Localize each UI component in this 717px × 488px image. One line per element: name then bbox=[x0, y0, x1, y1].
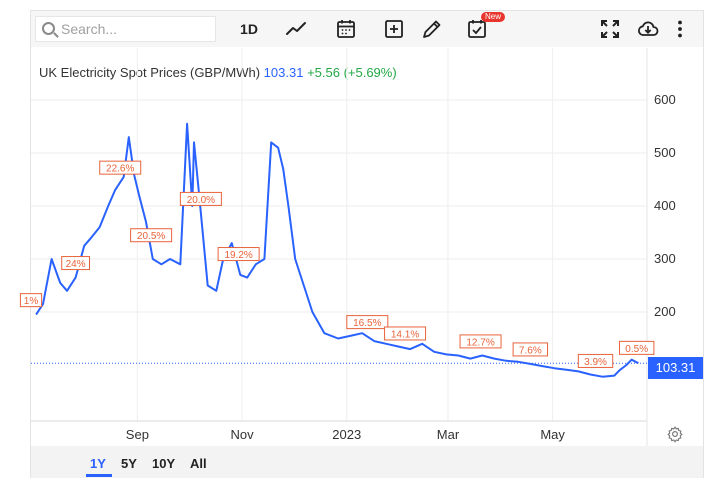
new-badge: New bbox=[481, 12, 506, 22]
symbol-search[interactable] bbox=[35, 16, 216, 42]
annotation-label-box bbox=[619, 340, 655, 355]
annotation-label: 3.9% bbox=[584, 357, 607, 368]
last-price-tag: 103.31 bbox=[648, 357, 703, 379]
annotation-label-box bbox=[179, 191, 222, 206]
x-tick-label: May bbox=[540, 427, 565, 442]
annotation-label: 19.2% bbox=[224, 250, 252, 261]
annotation-label-box bbox=[99, 160, 142, 175]
x-tick-label: Nov bbox=[230, 427, 254, 442]
range-all-button[interactable]: All bbox=[190, 456, 207, 471]
more-vertical-icon[interactable] bbox=[668, 17, 692, 41]
y-tick-label: 400 bbox=[654, 198, 676, 213]
annotation-label: 1% bbox=[24, 296, 39, 307]
fullscreen-icon[interactable] bbox=[598, 17, 622, 41]
annotation-label: 12.7% bbox=[466, 337, 494, 348]
interval-button[interactable]: 1D bbox=[240, 21, 258, 37]
annotation-label-box bbox=[459, 334, 502, 349]
range-5y-button[interactable]: 5Y bbox=[121, 456, 137, 471]
x-tick-label: Sep bbox=[125, 427, 149, 442]
annotation-label-box bbox=[130, 228, 173, 243]
draw-pencil-icon[interactable] bbox=[420, 17, 444, 41]
annotation-label-box bbox=[384, 326, 427, 341]
annotation-label-box bbox=[346, 315, 389, 330]
annotation-label-box bbox=[217, 247, 260, 262]
annotation-label: 7.6% bbox=[519, 345, 542, 356]
annotation-label-box bbox=[19, 293, 43, 308]
price-change: +5.56 (+5.69%) bbox=[307, 65, 397, 80]
chart-title: UK Electricity Spot Prices (GBP/MWh) 103… bbox=[39, 65, 397, 80]
x-tick-label: Mar bbox=[436, 427, 460, 442]
annotation-label: 16.5% bbox=[353, 318, 381, 329]
annotation-label: 22.6% bbox=[106, 164, 134, 175]
y-tick-label: 500 bbox=[654, 145, 676, 160]
watchlist-check-icon[interactable] bbox=[465, 17, 489, 41]
annotation-label-box bbox=[61, 256, 91, 271]
y-tick-label: 200 bbox=[654, 304, 676, 319]
y-tick-label: 300 bbox=[654, 251, 676, 266]
annotation-label: 20.0% bbox=[187, 195, 215, 206]
range-10y-button[interactable]: 10Y bbox=[152, 456, 176, 471]
annotation-label-box bbox=[512, 342, 549, 357]
annotation-label: 20.5% bbox=[137, 231, 165, 242]
line-chart-icon[interactable] bbox=[284, 17, 308, 41]
chart-widget-frame bbox=[30, 10, 704, 478]
range-selected-indicator bbox=[86, 474, 112, 477]
chart-title-text: UK Electricity Spot Prices (GBP/MWh) bbox=[39, 65, 261, 80]
range-1y-button[interactable]: 1Y bbox=[90, 456, 106, 471]
range-selector bbox=[31, 446, 703, 478]
annotation-label-box bbox=[577, 353, 614, 368]
download-icon[interactable] bbox=[636, 17, 660, 41]
last-price: 103.31 bbox=[263, 65, 304, 80]
x-tick-label: 2023 bbox=[332, 427, 362, 442]
gear-icon[interactable] bbox=[666, 425, 684, 443]
search-icon bbox=[42, 22, 55, 35]
annotation-label: 24% bbox=[66, 259, 86, 270]
annotation-label: 0.5% bbox=[625, 344, 648, 355]
y-tick-label: 600 bbox=[654, 92, 676, 107]
annotation-label: 14.1% bbox=[391, 329, 419, 340]
search-input[interactable] bbox=[61, 20, 211, 38]
add-indicator-icon[interactable] bbox=[382, 17, 406, 41]
calendar-icon[interactable] bbox=[334, 17, 358, 41]
